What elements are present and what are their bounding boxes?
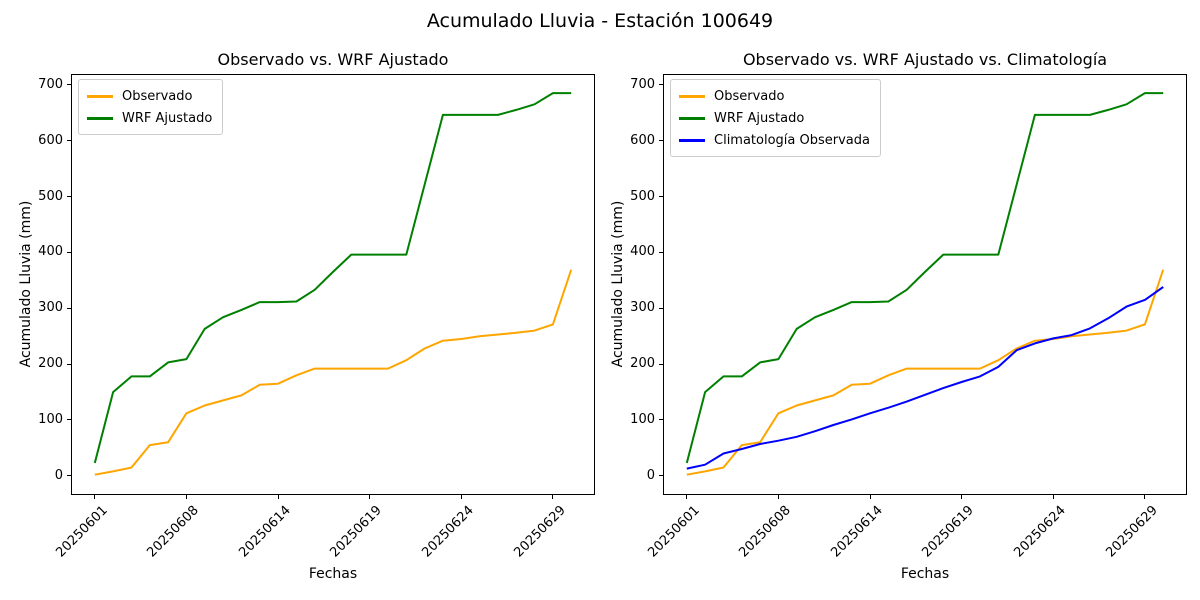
legend: Observado WRF Ajustado Climatología Observ…	[670, 79, 881, 157]
x-tick-mark	[94, 495, 96, 499]
figure-title: Acumulado Lluvia - Estación 100649	[426, 10, 774, 32]
x-tick-label: 20250629	[1103, 503, 1161, 561]
axes-border	[71, 74, 595, 495]
x-tick-label: 20250608	[736, 503, 795, 561]
y-tick-label: 700	[630, 76, 655, 92]
y-tick-label: 100	[630, 411, 655, 427]
y-tick-mark	[67, 419, 71, 421]
x-tick-label: 20250629	[511, 503, 569, 561]
x-tick-label: 20250624	[1011, 503, 1069, 561]
subplot-left-y-axis-label: Acumulado Lluvia (mm)	[18, 200, 34, 368]
legend-label: Observado	[714, 88, 785, 104]
y-tick-label: 0	[646, 467, 655, 483]
x-tick-label: 20250608	[144, 503, 203, 561]
x-tick-mark	[961, 495, 963, 499]
subplot-right-plot-area	[663, 74, 1187, 495]
legend-line-swatch	[679, 116, 705, 120]
y-tick-label: 600	[38, 132, 63, 148]
line-wrf-ajustado	[685, 92, 1164, 464]
x-tick-mark	[369, 495, 371, 499]
y-tick-mark	[659, 196, 663, 197]
legend-line-swatch	[87, 94, 113, 98]
x-tick-mark	[552, 495, 554, 499]
x-tick-label: 20250619	[919, 503, 978, 561]
x-tick-label: 20250601	[645, 503, 703, 561]
x-tick-label: 20250614	[236, 503, 294, 561]
y-tick-mark	[659, 307, 663, 309]
x-tick-mark	[869, 495, 871, 499]
legend-label: Observado	[122, 88, 193, 104]
line-climatolog-a-observada	[686, 286, 1164, 470]
y-tick-label: 200	[630, 356, 655, 372]
legend-entry: Climatología Observada	[679, 129, 870, 151]
subplot-left-title: Observado vs. WRF Ajustado	[217, 50, 449, 69]
y-tick-mark	[659, 475, 663, 477]
y-tick-mark	[659, 419, 663, 421]
x-tick-mark	[777, 495, 779, 499]
legend-entry: Observado	[87, 85, 212, 107]
legend-label: Climatología Observada	[714, 132, 870, 148]
y-tick-mark	[659, 84, 663, 86]
y-tick-mark	[67, 84, 71, 86]
y-tick-label: 700	[38, 76, 63, 92]
x-tick-label: 20250601	[53, 503, 111, 561]
y-tick-mark	[659, 363, 663, 365]
y-tick-label: 300	[38, 300, 63, 316]
subplot-right-y-axis-label: Acumulado Lluvia (mm)	[610, 200, 626, 368]
y-tick-label: 500	[38, 188, 63, 204]
subplot-left-x-axis-label: Fechas	[308, 566, 358, 582]
x-tick-mark	[185, 495, 187, 499]
x-tick-mark	[460, 495, 462, 499]
plot-canvas	[71, 74, 595, 495]
y-tick-mark	[67, 140, 71, 142]
y-tick-mark	[67, 196, 71, 197]
subplot-left-plot-area	[71, 74, 595, 495]
legend-label: WRF Ajustado	[122, 110, 213, 126]
x-tick-label: 20250619	[327, 503, 386, 561]
y-tick-label: 100	[38, 411, 63, 427]
x-tick-mark	[1052, 495, 1054, 499]
axes-border	[663, 74, 1187, 495]
line-observado	[94, 269, 573, 476]
y-tick-mark	[67, 251, 71, 253]
y-tick-mark	[67, 363, 71, 365]
x-tick-mark	[686, 495, 688, 499]
legend-line-swatch	[679, 94, 705, 98]
y-tick-mark	[659, 251, 663, 253]
x-tick-label: 20250624	[419, 503, 477, 561]
x-tick-mark	[1144, 495, 1146, 499]
y-tick-label: 400	[38, 244, 63, 260]
y-tick-label: 0	[54, 467, 63, 483]
legend-label: WRF Ajustado	[714, 110, 805, 126]
x-tick-mark	[277, 495, 279, 499]
legend-entry: WRF Ajustado	[87, 107, 212, 129]
y-tick-mark	[67, 475, 71, 477]
x-tick-label: 20250614	[828, 503, 886, 561]
line-wrf-ajustado	[93, 92, 572, 464]
y-tick-label: 400	[630, 244, 655, 260]
legend-line-swatch	[87, 116, 113, 120]
plot-canvas	[663, 74, 1187, 495]
legend-entry: Observado	[679, 85, 870, 107]
y-tick-label: 200	[38, 356, 63, 372]
y-tick-label: 300	[630, 300, 655, 316]
line-observado	[686, 269, 1165, 476]
y-tick-mark	[67, 307, 71, 309]
subplot-right-x-axis-label: Fechas	[900, 566, 950, 582]
y-tick-label: 600	[630, 132, 655, 148]
y-tick-label: 500	[630, 188, 655, 204]
y-tick-mark	[659, 140, 663, 142]
legend: Observado WRF Ajustado	[78, 79, 224, 135]
subplot-right-title: Observado vs. WRF Ajustado vs. Climatolo…	[742, 50, 1108, 69]
legend-line-swatch	[679, 138, 705, 142]
legend-entry: WRF Ajustado	[679, 107, 870, 129]
